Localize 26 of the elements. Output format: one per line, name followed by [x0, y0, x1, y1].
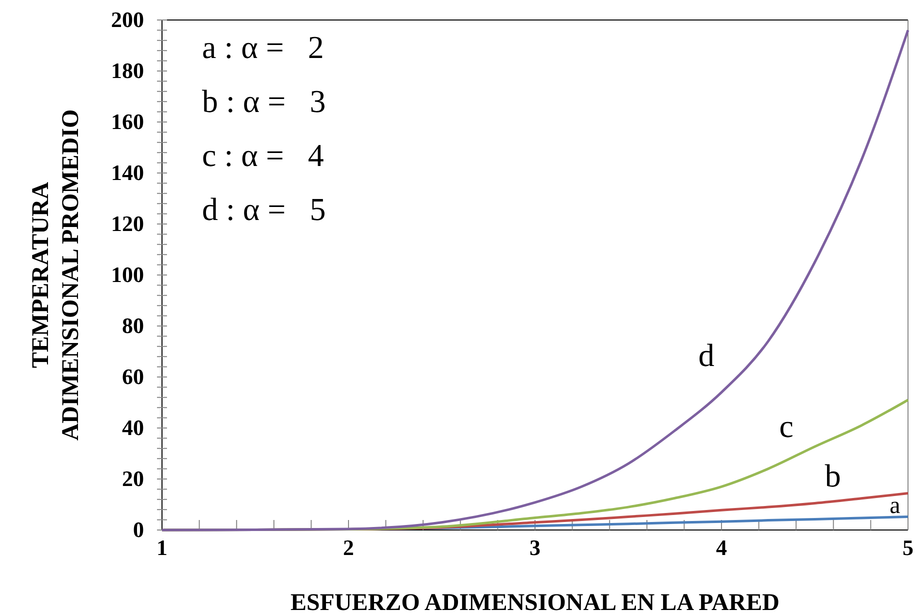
y-tick-label: 0 — [133, 517, 144, 542]
y-tick-label: 180 — [111, 58, 144, 84]
y-tick-label: 160 — [111, 109, 144, 134]
annotation: d : α = 5 — [202, 191, 326, 227]
x-tick-label: 2 — [343, 535, 354, 560]
y-tick-label: 20 — [122, 466, 144, 492]
y-tick-label: 140 — [111, 160, 144, 186]
x-tick-label: 1 — [156, 535, 168, 560]
y-tick-label: 120 — [111, 211, 144, 236]
x-tick-label: 5 — [902, 535, 914, 560]
series-label: d — [698, 336, 714, 373]
y-axis-title: TEMPERATURA ADIMENSIONAL PROMEDIO — [28, 109, 84, 441]
y-tick-label: 100 — [111, 262, 144, 288]
x-tick-label: 4 — [716, 535, 727, 560]
y-tick-label: 40 — [122, 415, 144, 440]
x-axis-title: ESFUERZO ADIMENSIONAL EN LA PARED — [290, 590, 780, 615]
series-label: c — [779, 408, 794, 444]
y-tick-label: 60 — [122, 364, 144, 390]
series-label: a — [890, 492, 901, 519]
annotation: a : α = 2 — [202, 29, 324, 65]
annotation: c : α = 4 — [202, 137, 324, 173]
x-tick-label: 3 — [530, 535, 540, 560]
annotation: b : α = 3 — [202, 83, 326, 119]
y-tick-label: 80 — [122, 313, 144, 338]
series-label: b — [824, 458, 841, 494]
y-tick-label: 200 — [111, 7, 144, 32]
